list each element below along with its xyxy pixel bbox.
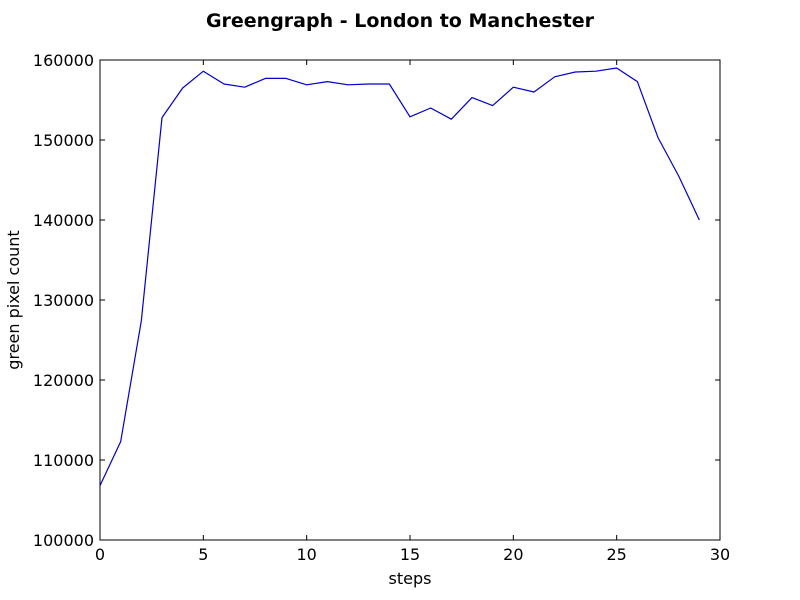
y-tick-label: 110000 [33,451,94,470]
y-axis-label: green pixel count [4,230,23,369]
y-tick-label: 130000 [33,291,94,310]
y-tick-label: 120000 [33,371,94,390]
y-tick-label: 100000 [33,531,94,550]
series-line [99,67,700,486]
x-axis-ticks: 0 5 10 15 20 25 30 [95,60,730,564]
plot-area-frame [99,59,721,541]
y-axis-ticks: 100000 110000 120000 130000 140000 150000 1600… [33,51,720,550]
y-tick-label: 160000 [33,51,94,70]
x-tick-label: 0 [95,545,105,564]
x-tick-label: 15 [400,545,420,564]
x-tick-label: 30 [710,545,730,564]
chart-title: Greengraph - London to Manchester [206,10,595,32]
x-tick-label: 20 [503,545,523,564]
y-tick-label: 140000 [33,211,94,230]
y-tick-label: 150000 [33,131,94,150]
x-tick-label: 5 [198,545,208,564]
x-tick-label: 25 [606,545,626,564]
x-tick-label: 10 [296,545,316,564]
x-axis-label: steps [389,569,432,588]
